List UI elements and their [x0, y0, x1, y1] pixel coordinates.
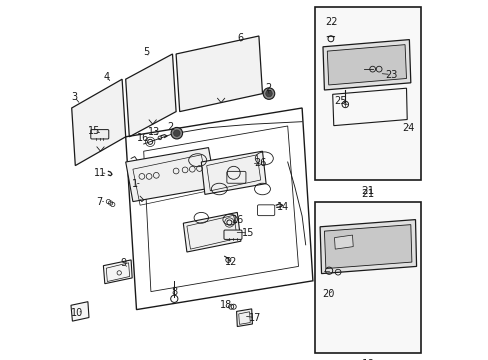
Text: 10: 10 — [71, 308, 83, 318]
Text: 8: 8 — [171, 287, 177, 297]
Polygon shape — [125, 148, 215, 202]
Text: 1: 1 — [131, 179, 138, 189]
Text: 21: 21 — [361, 186, 374, 197]
Text: 18: 18 — [219, 300, 231, 310]
Polygon shape — [334, 235, 352, 249]
Circle shape — [263, 88, 274, 99]
Text: 14: 14 — [277, 202, 289, 212]
Circle shape — [265, 90, 272, 97]
Text: 2: 2 — [264, 83, 270, 93]
FancyBboxPatch shape — [91, 130, 108, 139]
Bar — [314, 202, 420, 353]
Polygon shape — [183, 212, 241, 252]
Text: 16: 16 — [137, 133, 149, 143]
Polygon shape — [326, 45, 406, 85]
Text: 21: 21 — [361, 189, 374, 199]
Text: 4: 4 — [104, 72, 110, 82]
Polygon shape — [320, 220, 416, 274]
Text: 25: 25 — [334, 96, 346, 106]
Text: 6: 6 — [237, 33, 244, 43]
Polygon shape — [176, 36, 262, 112]
Polygon shape — [71, 302, 89, 321]
Text: 19: 19 — [361, 359, 374, 360]
Text: 24: 24 — [402, 123, 414, 133]
FancyBboxPatch shape — [224, 230, 242, 239]
Text: 16: 16 — [231, 215, 244, 225]
Text: 3: 3 — [71, 92, 78, 102]
Circle shape — [173, 130, 180, 136]
Text: 13: 13 — [147, 127, 160, 138]
Text: 7: 7 — [97, 197, 102, 207]
Text: 15: 15 — [242, 228, 254, 238]
Text: 22: 22 — [325, 17, 337, 27]
Text: 5: 5 — [143, 47, 149, 57]
Text: 20: 20 — [322, 289, 334, 300]
Text: 11: 11 — [94, 168, 106, 178]
Polygon shape — [103, 260, 132, 284]
Polygon shape — [236, 309, 252, 327]
Bar — [314, 7, 420, 180]
Text: 15: 15 — [88, 126, 100, 136]
Text: 23: 23 — [384, 69, 396, 80]
Polygon shape — [322, 40, 410, 90]
Polygon shape — [125, 54, 176, 137]
Polygon shape — [72, 79, 125, 166]
Polygon shape — [324, 225, 411, 269]
Text: 2: 2 — [167, 122, 173, 132]
Circle shape — [171, 127, 182, 139]
Text: 26: 26 — [254, 158, 266, 168]
Text: 9: 9 — [121, 258, 127, 268]
Text: 17: 17 — [248, 312, 261, 323]
Polygon shape — [201, 151, 265, 194]
Text: 12: 12 — [224, 257, 237, 267]
